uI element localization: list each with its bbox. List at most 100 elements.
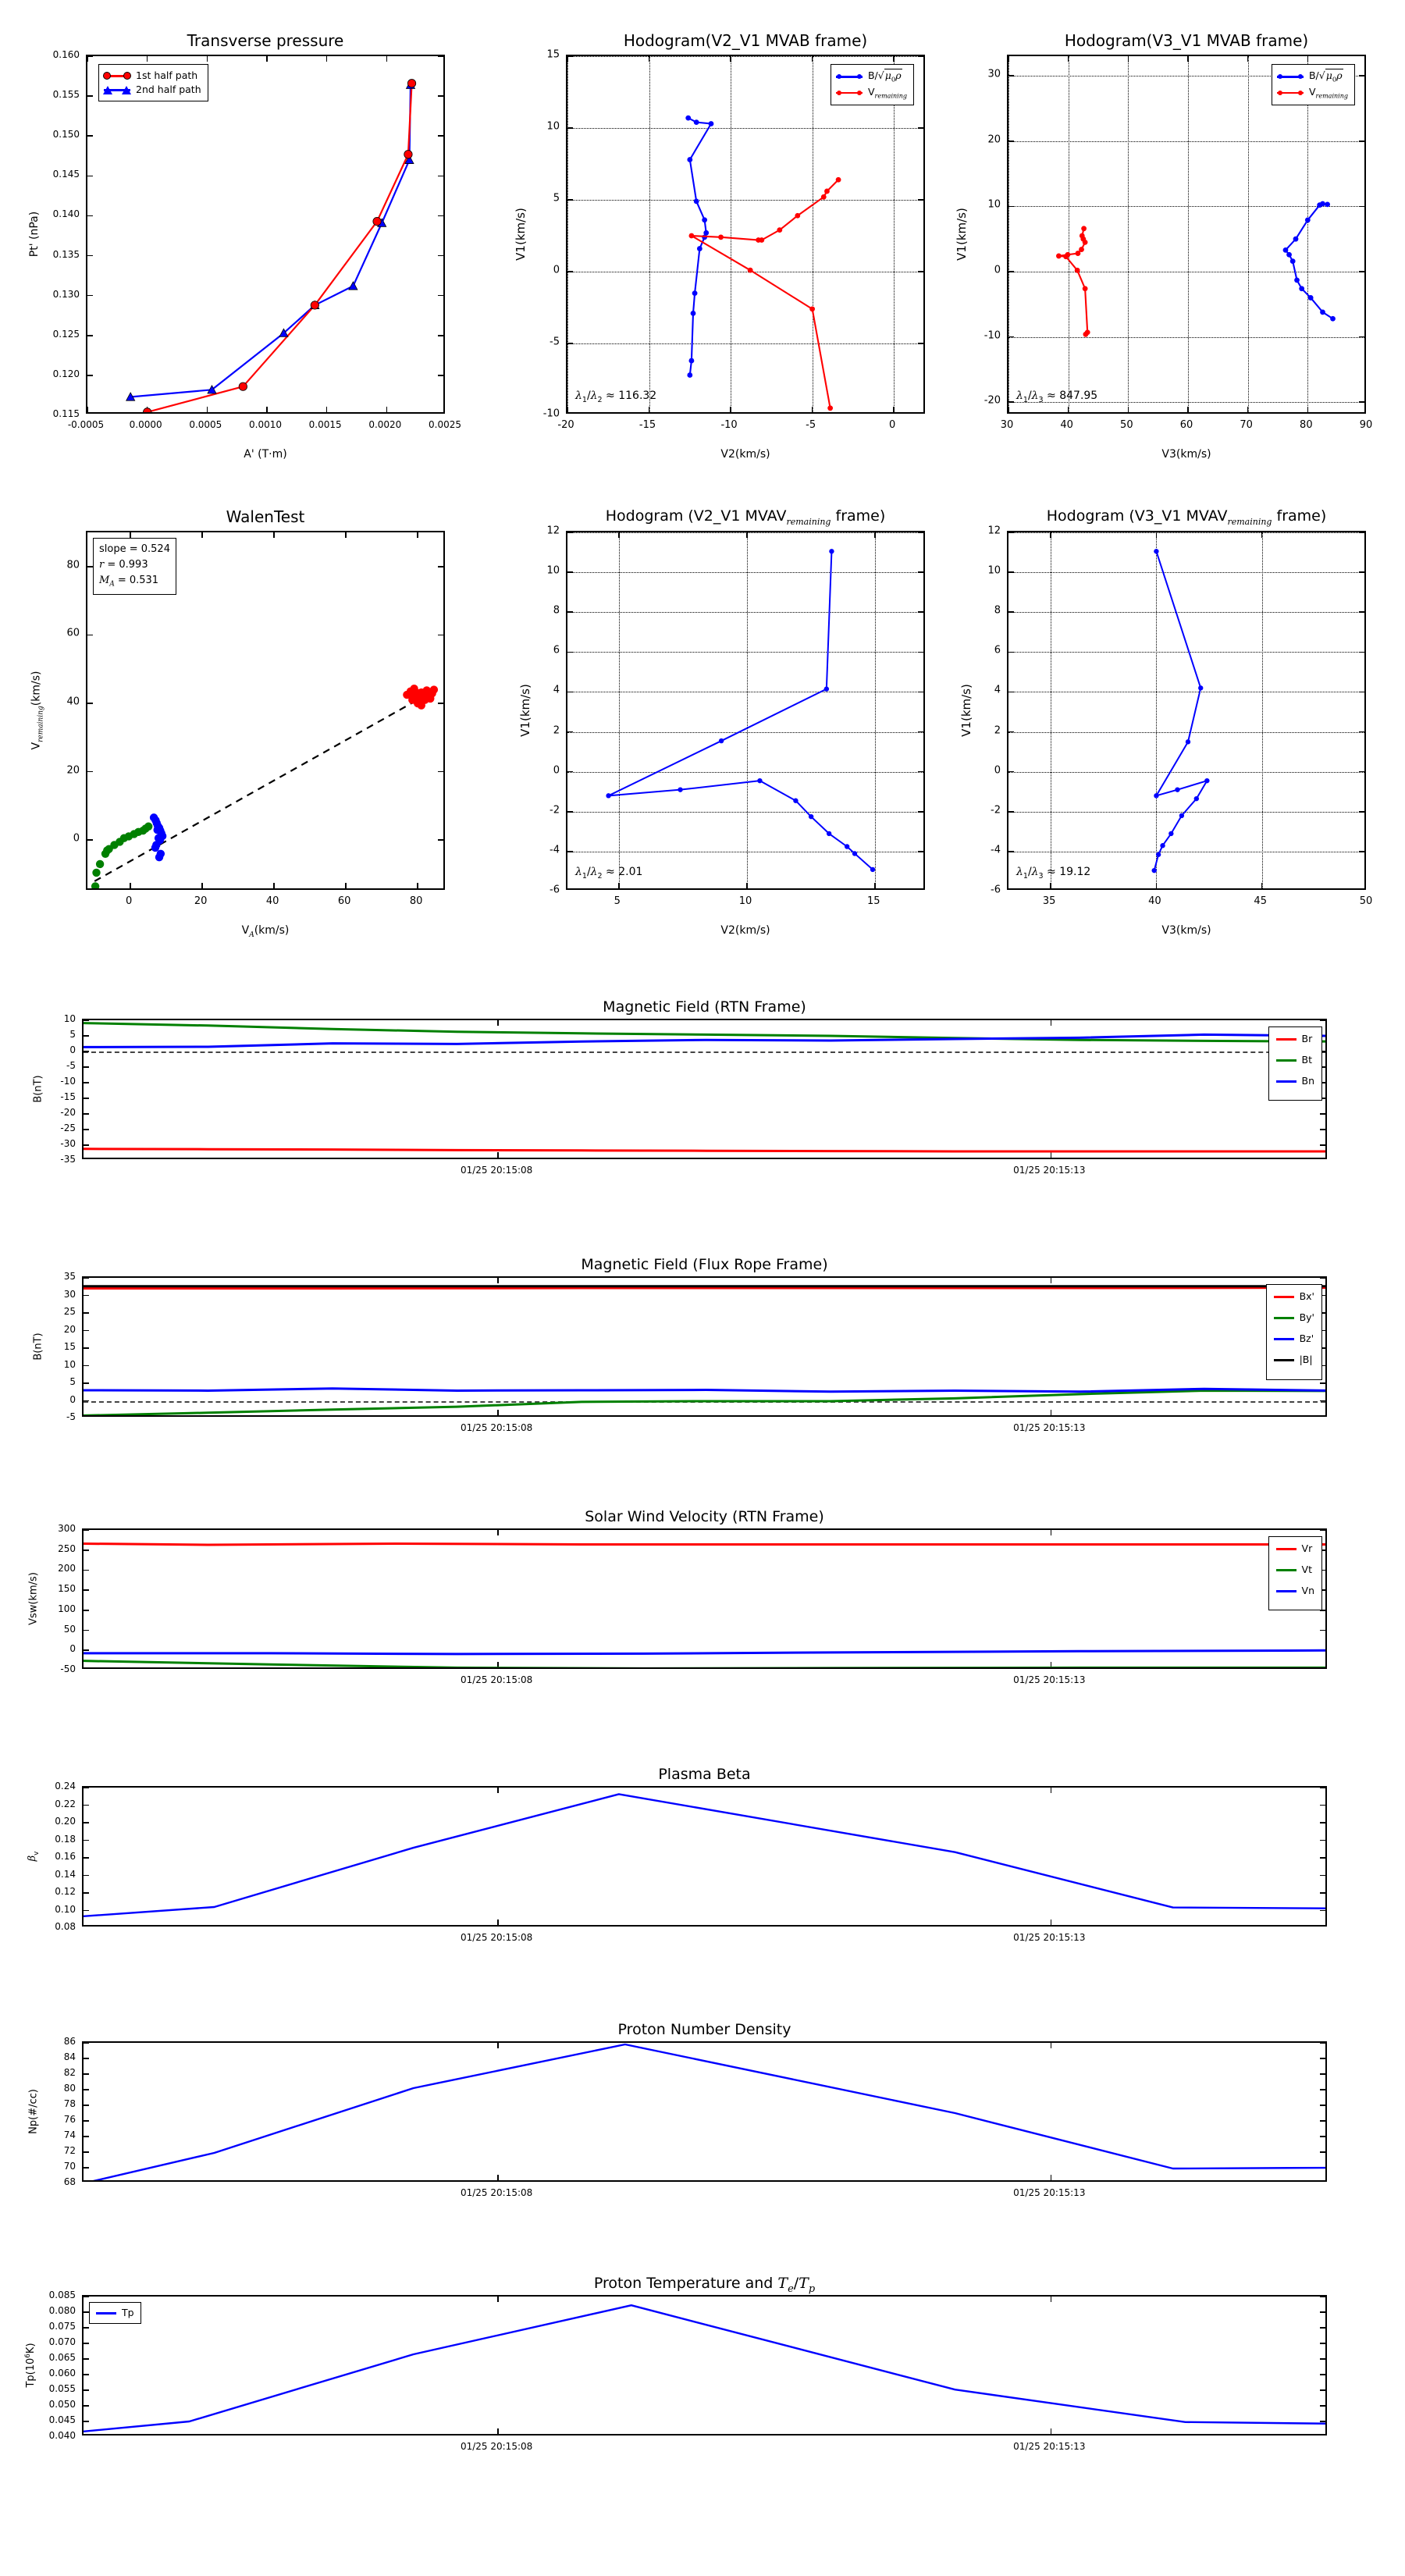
y-tick-label: 0.150 bbox=[52, 129, 80, 141]
y-tick-mark bbox=[438, 294, 443, 297]
y-tick-label: 50 bbox=[63, 1623, 76, 1635]
gridline-horizontal bbox=[567, 56, 923, 57]
y-tick-mark bbox=[438, 839, 443, 841]
x-tick-label: 45 bbox=[1254, 895, 1267, 907]
y-tick-mark bbox=[1320, 1294, 1325, 1297]
data-series-line bbox=[690, 179, 839, 408]
magnetic-field-fluxrope-panel: Magnetic Field (Flux Rope Frame) Bx' By' Bz… bbox=[33, 1256, 1327, 1433]
legend-label: B/√μ0ρ bbox=[867, 69, 902, 84]
proton-temperature-panel: Proton Temperature and Te/Tp Tp 0.040 0.045… bbox=[24, 2275, 1327, 2452]
x-tick-mark bbox=[730, 56, 731, 62]
y-tick-mark bbox=[84, 1874, 89, 1877]
legend-swatch bbox=[1275, 1034, 1297, 1044]
data-point-marker bbox=[1151, 867, 1157, 873]
gridline-vertical bbox=[618, 532, 620, 888]
y-tick-mark bbox=[87, 770, 93, 773]
legend-swatch bbox=[103, 85, 131, 95]
y-tick-mark bbox=[918, 56, 923, 57]
plasma-beta-data-layer bbox=[84, 1793, 1325, 1918]
legend-swatch bbox=[1273, 1355, 1294, 1364]
y-tick-mark bbox=[1320, 2058, 1325, 2059]
data-point-marker bbox=[1175, 787, 1180, 792]
x-tick-mark bbox=[273, 883, 275, 888]
y-tick-label: -25 bbox=[60, 1123, 76, 1133]
data-point-marker bbox=[844, 844, 850, 849]
hodogram-v2v1-mvav-y-axis-label: V1(km/s) bbox=[518, 684, 532, 737]
data-point-marker bbox=[424, 691, 433, 699]
data-point-marker bbox=[696, 246, 702, 251]
y-tick-mark bbox=[87, 135, 93, 137]
zero-reference-line bbox=[84, 1051, 1325, 1053]
legend-line bbox=[1273, 1359, 1294, 1362]
x-tick-label: 40 bbox=[265, 895, 279, 907]
data-point-marker bbox=[1282, 247, 1289, 253]
x-tick-mark bbox=[497, 1152, 499, 1158]
y-tick-mark bbox=[84, 1278, 89, 1279]
x-tick-mark bbox=[497, 1920, 499, 1925]
proton-temperature-plot-area: Tp bbox=[82, 2295, 1327, 2435]
data-point-marker bbox=[92, 868, 101, 877]
legend-row: Br bbox=[1275, 1032, 1315, 1046]
x-tick-label: 70 bbox=[1240, 419, 1253, 431]
y-tick-mark bbox=[1320, 2073, 1325, 2075]
data-point-marker bbox=[1289, 258, 1296, 265]
solar-wind-velocity-rtn-data-layer bbox=[84, 1542, 1325, 1667]
y-tick-mark bbox=[918, 532, 923, 533]
y-tick-mark bbox=[438, 770, 443, 773]
x-tick-mark bbox=[206, 407, 208, 412]
data-point-marker bbox=[404, 150, 413, 159]
x-tick-mark bbox=[497, 2043, 499, 2048]
y-tick-label: -2 bbox=[991, 804, 1001, 817]
x-tick-mark bbox=[1261, 883, 1263, 888]
y-tick-label: 0.135 bbox=[52, 248, 80, 260]
data-point-marker bbox=[1204, 777, 1210, 784]
x-tick-label: 01/25 20:15:13 bbox=[1013, 2441, 1086, 2452]
y-tick-mark bbox=[918, 731, 923, 733]
y-tick-mark bbox=[438, 56, 443, 57]
x-tick-label: 01/25 20:15:08 bbox=[460, 2187, 533, 2198]
y-tick-mark bbox=[1320, 1530, 1325, 1531]
hodogram-v2v1-mvab-plot-area: B/√μ0ρ Vremaining λ1/λ2 ≈ 116.32 bbox=[566, 55, 925, 414]
y-tick-label: 60 bbox=[66, 627, 80, 639]
x-tick-mark bbox=[893, 56, 895, 62]
x-tick-mark bbox=[1050, 1152, 1052, 1158]
legend-label: Vr bbox=[1301, 1542, 1313, 1554]
y-tick-mark bbox=[1320, 1589, 1325, 1591]
y-tick-label: 0.050 bbox=[48, 2399, 76, 2410]
y-tick-mark bbox=[87, 215, 93, 217]
data-point-marker bbox=[1320, 309, 1325, 315]
y-tick-label: 70 bbox=[63, 2161, 76, 2172]
y-tick-mark bbox=[1320, 1020, 1325, 1021]
data-series-line bbox=[84, 1389, 1325, 1415]
y-tick-mark bbox=[84, 1530, 89, 1531]
legend-line bbox=[1275, 1080, 1297, 1083]
gridline-horizontal bbox=[567, 128, 923, 129]
y-tick-label: 8 bbox=[994, 604, 1001, 617]
x-tick-label: 80 bbox=[409, 895, 423, 907]
y-tick-mark bbox=[1008, 140, 1014, 142]
y-tick-mark bbox=[567, 532, 573, 533]
data-series-line bbox=[84, 1387, 1325, 1393]
legend-swatch bbox=[835, 72, 863, 81]
x-tick-label: 40 bbox=[1060, 419, 1073, 431]
y-tick-mark bbox=[918, 770, 923, 773]
x-tick-mark bbox=[1050, 1410, 1052, 1415]
x-tick-mark bbox=[1050, 1788, 1052, 1793]
y-tick-mark bbox=[84, 2421, 89, 2422]
y-tick-mark bbox=[567, 651, 573, 653]
data-point-marker bbox=[826, 831, 832, 837]
solar-wind-velocity-rtn-y-axis-label: Vsw(km/s) bbox=[27, 1572, 40, 1625]
data-point-marker bbox=[687, 157, 693, 162]
x-tick-mark bbox=[325, 56, 328, 62]
y-tick-label: -6 bbox=[991, 884, 1001, 896]
y-tick-mark bbox=[918, 271, 923, 272]
dot-marker-icon bbox=[856, 74, 862, 80]
y-tick-label: 250 bbox=[58, 1542, 76, 1554]
y-tick-mark bbox=[1320, 1144, 1325, 1146]
hodogram-v2v1-mvab-panel: Hodogram(V2_V1 MVAB frame) B/√μ0ρ Vremaini… bbox=[514, 31, 925, 461]
y-tick-mark bbox=[87, 175, 93, 177]
magnetic-field-rtn-y-axis-label: B(nT) bbox=[32, 1075, 44, 1103]
data-point-marker bbox=[410, 685, 418, 693]
gridline-horizontal bbox=[567, 612, 923, 614]
y-tick-label: 0.125 bbox=[52, 328, 80, 340]
